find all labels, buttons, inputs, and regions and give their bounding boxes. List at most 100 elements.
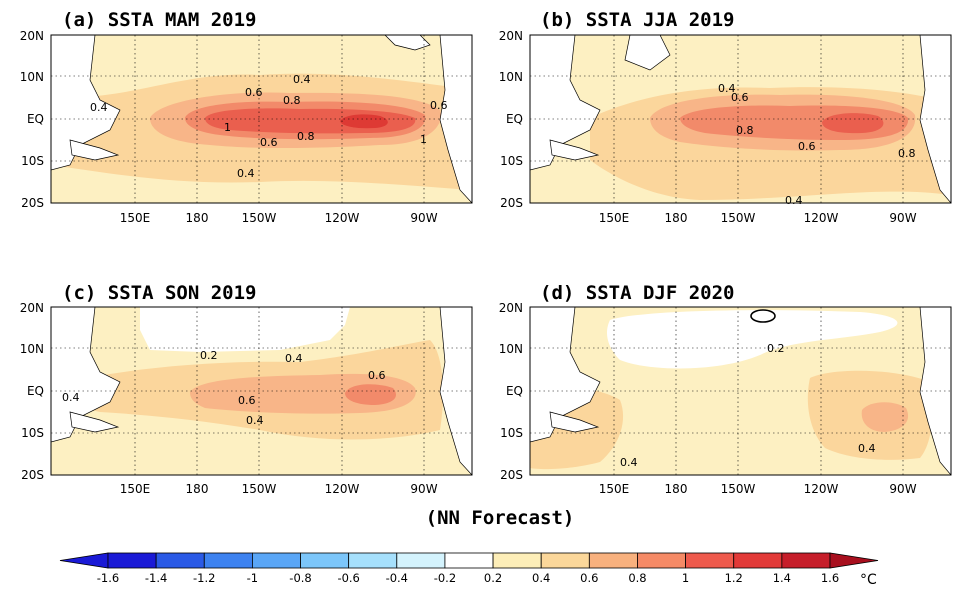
panel-a-clabel: 0.8: [297, 130, 315, 143]
panel-b: (b) SSTA JJA 2019 0.4 0.6 0.8 0.6 0.8 0.…: [499, 9, 952, 225]
panel-a-clabel: 0.6: [260, 136, 278, 149]
panel-d-white-region: [607, 310, 898, 369]
colorbar-swatch: [203, 552, 253, 569]
panel-a-clabel: 0.6: [245, 86, 263, 99]
colorbar-tick-label: -0.2: [434, 571, 456, 585]
panel-b-grid: [530, 35, 951, 203]
lon-label: 150W: [721, 211, 756, 225]
colorbar-tick-label: -1.4: [145, 571, 167, 585]
panel-d-frame: [529, 306, 952, 476]
panel-c-contour-labels: 0.2 0.4 0.4 0.6 0.6 0.4: [62, 349, 386, 427]
colorbar-tick-label: -1.2: [193, 571, 215, 585]
panel-d-clabel: 0.4: [858, 442, 876, 455]
lat-label: 10S: [21, 154, 44, 168]
lon-label: 150E: [599, 211, 630, 225]
colorbar-swatch: [251, 552, 301, 569]
colorbar: -1.6 -1.4 -1.2 -1 -0.8 -0.6 -0.4 -0.2 0.2 0.4 0.6 0…: [59, 552, 879, 585]
colorbar-tick-label: 1.4: [773, 571, 791, 585]
panel-c-grid: [51, 307, 472, 475]
panel-d-clabel: 0.4: [620, 456, 638, 469]
colorbar-max-arrow: [829, 552, 879, 569]
colorbar-swatch: [781, 552, 831, 569]
lat-label: 10N: [20, 342, 44, 356]
colorbar-swatch: [300, 552, 350, 569]
panel-b-clabel: 0.6: [731, 91, 749, 104]
lat-label: EQ: [506, 384, 523, 398]
panel-d: (d) SSTA DJF 2020 0.2 0.4 0.4 20N 10N: [499, 282, 952, 496]
panel-a-land-mexico: [384, 35, 431, 51]
panel-b-land-newguinea: [549, 139, 600, 161]
panel-a-clabel: 1: [420, 133, 427, 146]
panel-a-clabel: 0.4: [90, 101, 108, 114]
panel-a-frame: [50, 34, 473, 204]
lon-label: 120W: [804, 482, 839, 496]
panel-c-lat-labels: 20N 10N EQ 10S 20S: [20, 301, 44, 482]
colorbar-tick-label: 1.6: [821, 571, 839, 585]
panel-a-lat-labels: 20N 10N EQ 10S 20S: [20, 29, 44, 210]
lat-label: 20S: [500, 468, 523, 482]
panel-a-contour-12: [340, 114, 388, 129]
colorbar-tick-label: -1: [247, 571, 258, 585]
panel-c-contour-06: [190, 373, 416, 414]
panel-b-clabel: 0.4: [785, 194, 803, 207]
panel-a-lon-labels: 150E 180 150W 120W 90W: [120, 211, 438, 225]
colorbar-swatch: [348, 552, 398, 569]
lat-label: 10S: [500, 154, 523, 168]
panel-a-land-west: [51, 35, 121, 171]
colorbar-tick-label: 0.8: [628, 571, 646, 585]
panel-c-white-region: [140, 307, 350, 352]
lon-label: 180: [186, 211, 209, 225]
lat-label: 10S: [21, 426, 44, 440]
colorbar-tick-label: 0.2: [484, 571, 502, 585]
colorbar-tick-label: -0.4: [386, 571, 408, 585]
panel-a: (a) SSTA MAM 2019 0.4 0.4 0.6 0.8 1: [20, 9, 473, 225]
lat-label: 20S: [500, 196, 523, 210]
panel-c-contour-08: [345, 384, 396, 405]
panel-b-clabel: 0.4: [718, 82, 736, 95]
colorbar-tick-label: 1: [682, 571, 689, 585]
lon-label: 150W: [242, 211, 277, 225]
panel-a-land-newguinea: [69, 139, 120, 161]
panel-a-contour-labels: 0.4 0.4 0.6 0.8 1 0.8 0.6 0.6 1 0.4: [90, 73, 448, 180]
lon-label: 150E: [599, 482, 630, 496]
colorbar-swatch: [444, 552, 494, 569]
panel-c-land-newguinea: [69, 411, 120, 433]
colorbar-tick-label: 0.4: [532, 571, 550, 585]
colorbar-tick-label: 1.2: [725, 571, 743, 585]
colorbar-swatch: [685, 552, 735, 569]
lat-label: 10S: [500, 426, 523, 440]
colorbar-tick-label: -0.8: [289, 571, 311, 585]
panel-a-clabel: 1: [224, 121, 231, 134]
panel-c-clabel: 0.6: [368, 369, 386, 382]
panel-b-contour-labels: 0.4 0.6 0.8 0.6 0.8 0.4: [718, 82, 916, 207]
panel-d-lon-labels: 150E 180 150W 120W 90W: [599, 482, 917, 496]
panel-a-clabel: 0.8: [283, 94, 301, 107]
colorbar-min-arrow: [59, 552, 109, 569]
panel-b-frame: [529, 34, 952, 204]
panel-d-land-west: [530, 307, 601, 443]
lat-label: 20N: [20, 301, 44, 315]
panel-c-clabel: 0.4: [62, 391, 80, 404]
panel-b-contour-10: [822, 113, 884, 134]
colorbar-swatch: [637, 552, 687, 569]
lon-label: 90W: [410, 211, 437, 225]
panel-d-contour-06: [861, 402, 909, 432]
panel-a-title: (a) SSTA MAM 2019: [62, 9, 256, 31]
lon-label: 150W: [242, 482, 277, 496]
lat-label: EQ: [27, 112, 44, 126]
lat-label: 20S: [21, 468, 44, 482]
panel-d-contour-ring: [750, 309, 776, 323]
panel-b-white-patch: [624, 35, 671, 71]
figure-subtitle: (NN Forecast): [426, 507, 575, 529]
lon-label: 150W: [721, 482, 756, 496]
panel-d-land-newguinea: [549, 411, 600, 433]
lat-label: 20S: [21, 196, 44, 210]
lon-label: 150E: [120, 482, 151, 496]
lon-label: 180: [186, 482, 209, 496]
panel-a-clabel: 0.4: [237, 167, 255, 180]
colorbar-swatch: [107, 552, 157, 569]
lon-label: 90W: [889, 211, 916, 225]
lon-label: 90W: [889, 482, 916, 496]
panel-c: (c) SSTA SON 2019 0.2 0.4 0.4 0.6 0.6 0.…: [20, 282, 473, 496]
